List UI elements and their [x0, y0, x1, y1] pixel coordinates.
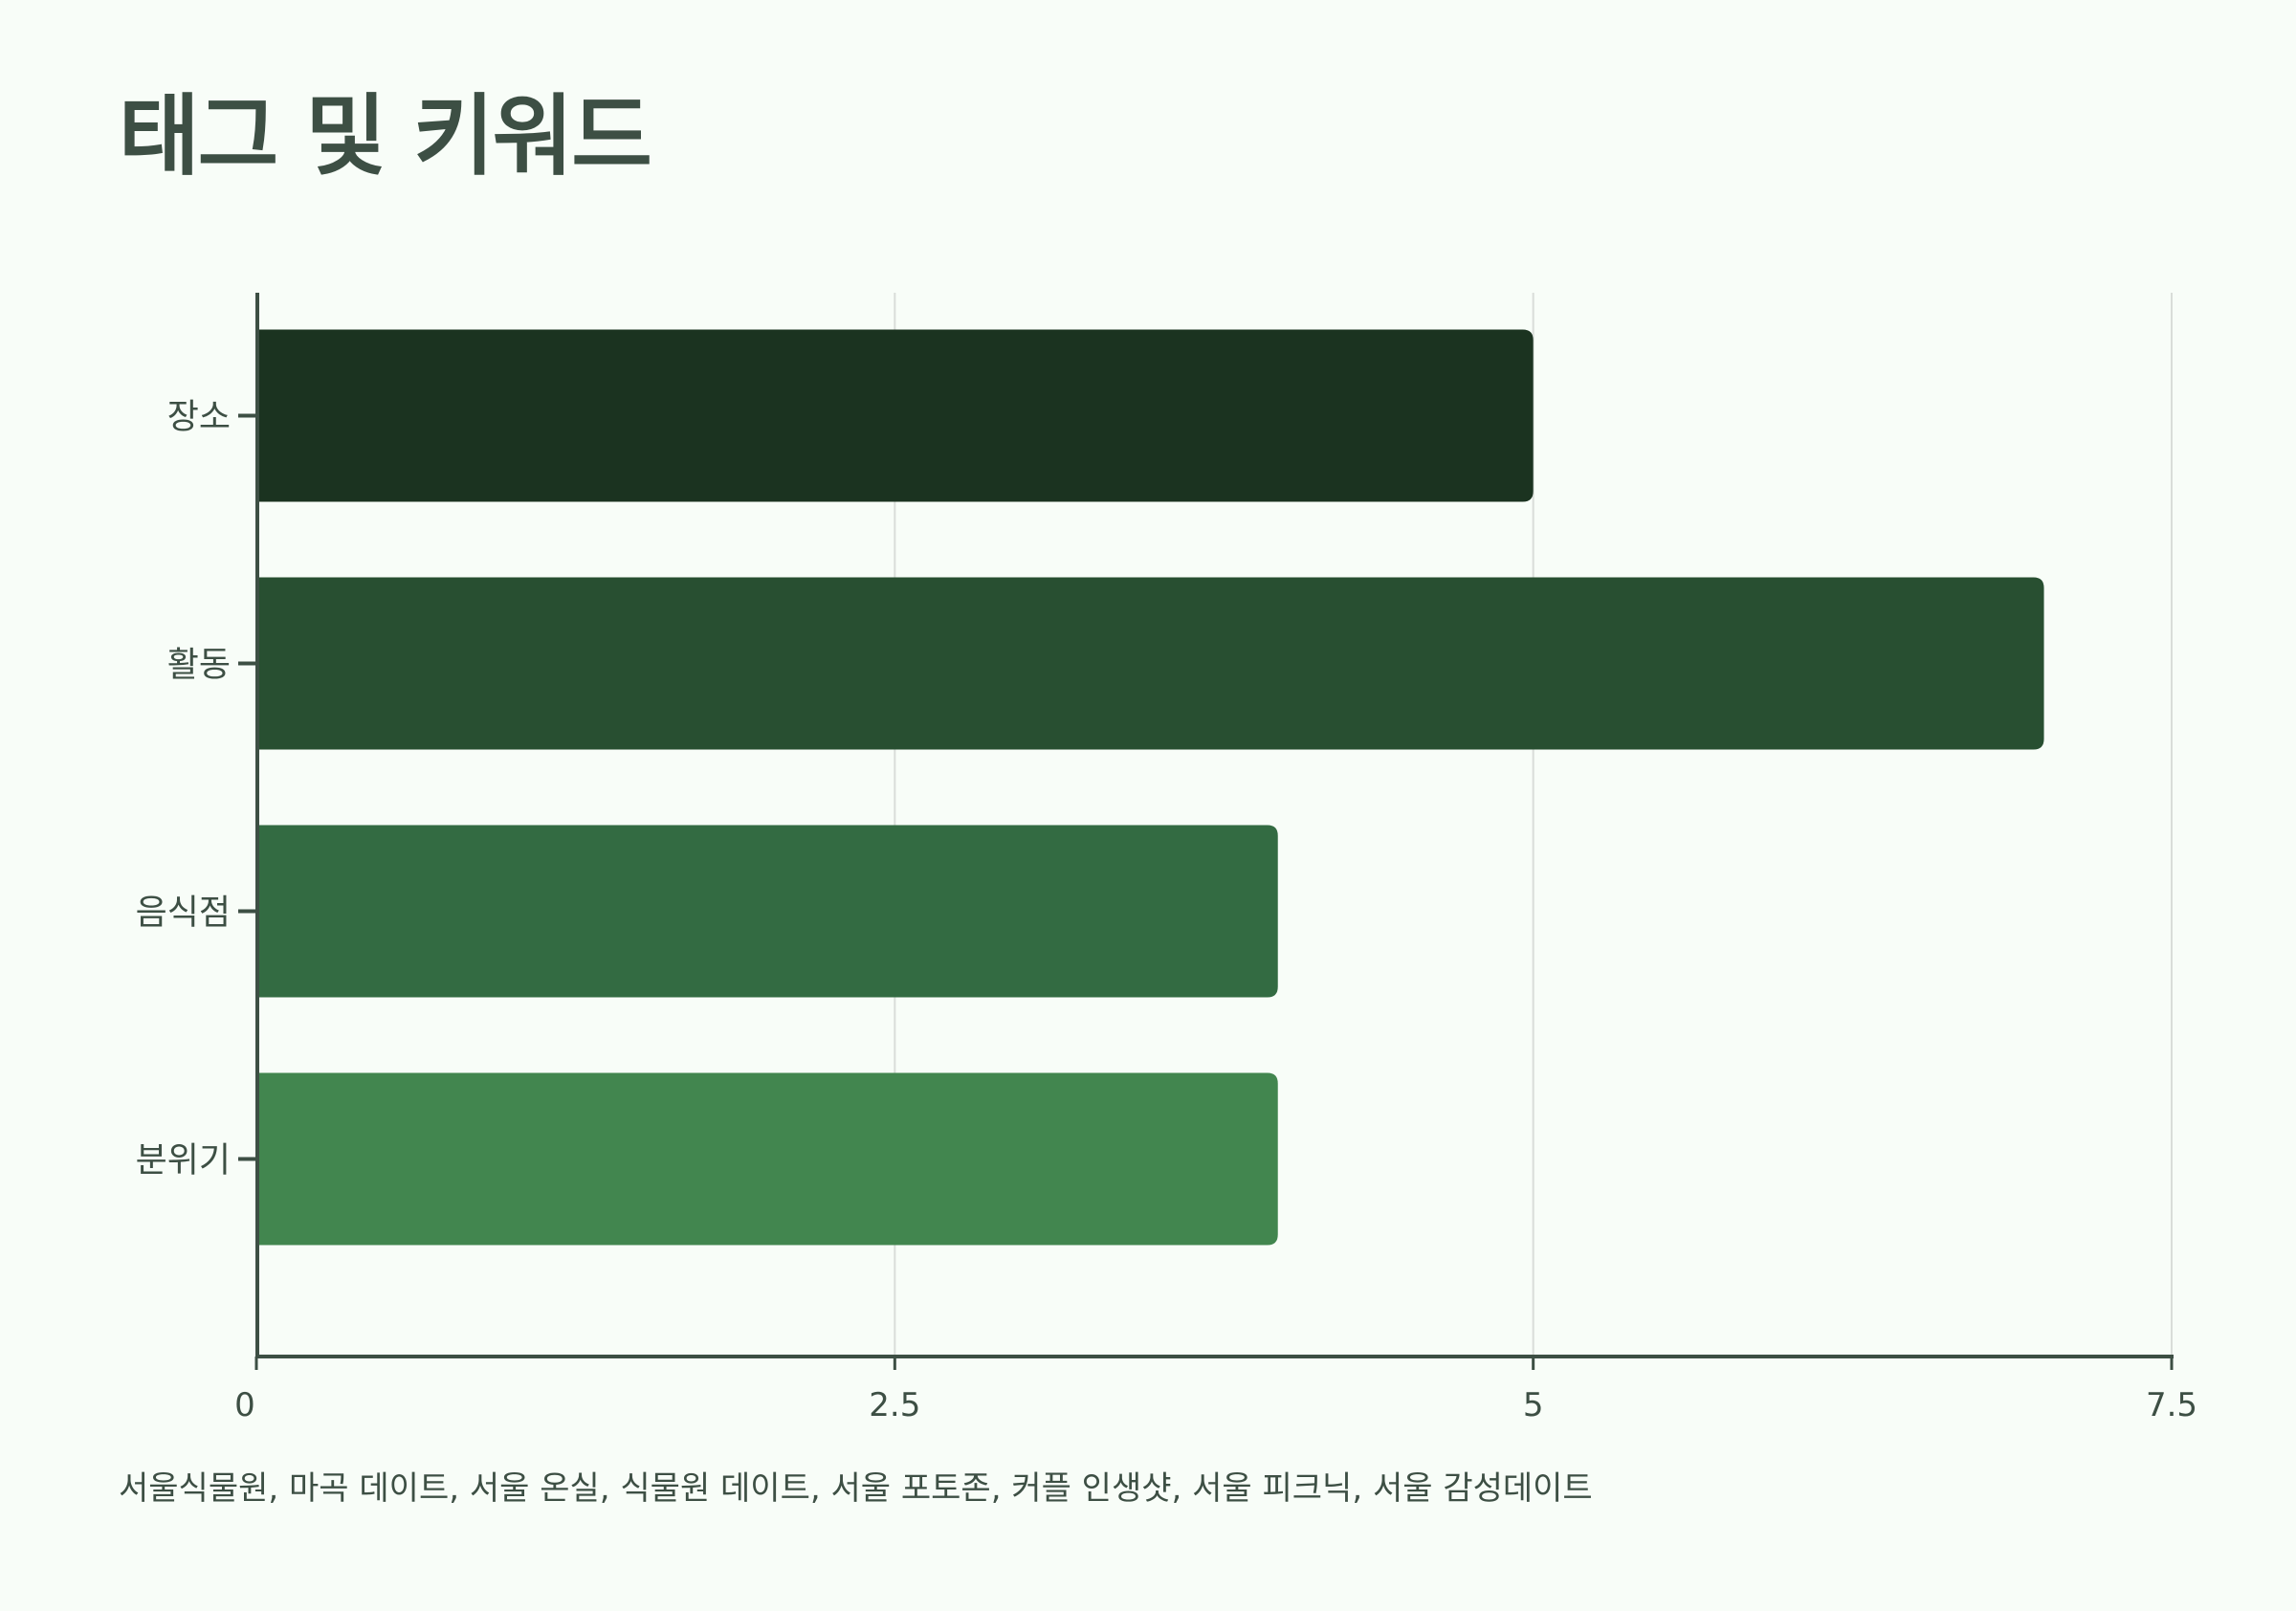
category-label: 장소 [167, 398, 231, 437]
category-label: 음식점 [136, 894, 231, 933]
bar-1 [256, 329, 1534, 502]
x-tick-label: 7.5 [2146, 1386, 2197, 1424]
bar-3 [256, 825, 1278, 998]
axes [238, 293, 2174, 1370]
x-tick-label: 2.5 [869, 1386, 920, 1424]
x-tick-label: 5 [1523, 1386, 1544, 1424]
category-label: 활동 [167, 646, 231, 685]
keywords-text: 서울식물원, 마곡 데이트, 서울 온실, 식물원 데이트, 서울 포토존, 커… [119, 1469, 1593, 1508]
bar-2 [256, 577, 2044, 750]
x-tick-label: 0 [234, 1386, 255, 1424]
bars [256, 329, 2044, 1246]
page-title: 태그 및 키워드 [119, 85, 652, 188]
bar-4 [256, 1072, 1278, 1246]
category-label: 분위기 [136, 1141, 231, 1181]
